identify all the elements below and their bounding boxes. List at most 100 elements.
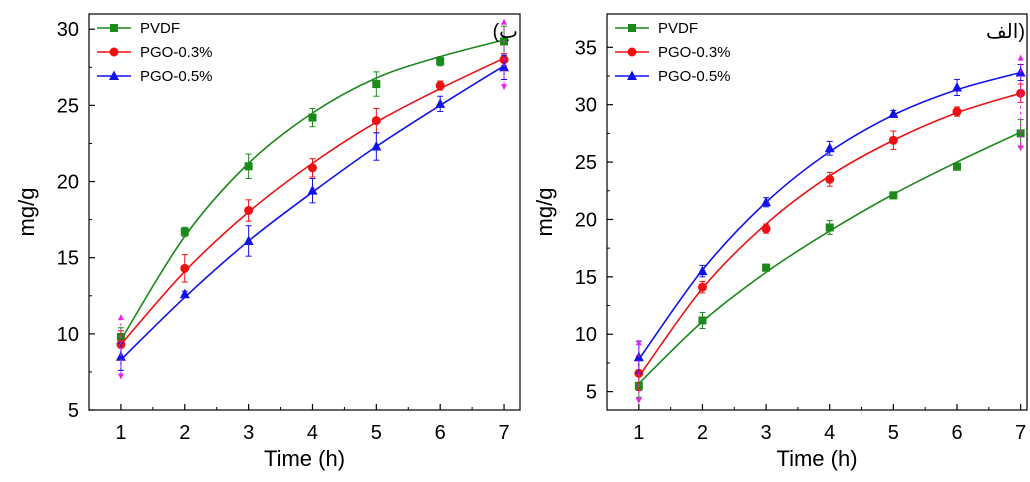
legend: PVDF PGO-0.3% PGO-0.5%: [97, 20, 213, 85]
data-point: [697, 265, 708, 276]
data-point: [761, 224, 771, 234]
data-point: [952, 107, 962, 117]
y-tick-label: 25: [57, 95, 79, 117]
x-tick-label: 7: [498, 422, 509, 444]
data-point: [762, 263, 771, 272]
plot-frame: [88, 13, 521, 411]
legend-label: PGO-0.5%: [140, 68, 213, 85]
data-point: [307, 163, 317, 173]
data-point: [435, 81, 445, 91]
data-point: [952, 81, 962, 92]
range-arrow-up: [501, 18, 508, 25]
data-point: [824, 142, 835, 153]
data-point: [825, 174, 835, 184]
data-point: [888, 135, 898, 145]
data-point: [953, 162, 961, 171]
y-tick-label: 15: [575, 267, 597, 289]
data-point: [825, 223, 834, 232]
legend-marker: [627, 70, 637, 80]
data-point: [889, 191, 898, 200]
legend-marker: [628, 24, 636, 32]
data-point: [372, 80, 381, 89]
range-arrow-up: [1017, 54, 1024, 61]
data-point: [308, 113, 317, 122]
data-point: [1016, 129, 1025, 138]
range-arrow-down: [635, 397, 642, 404]
legend-label: PGO-0.3%: [658, 44, 731, 61]
series-PGO-0.5%: [633, 64, 1026, 374]
x-tick-label: 5: [371, 422, 382, 444]
data-point: [180, 263, 190, 273]
x-tick-label: 1: [633, 422, 644, 444]
legend-label: PGO-0.5%: [658, 68, 731, 85]
x-tick-label: 4: [307, 422, 318, 444]
y-tick-label: 20: [575, 209, 597, 231]
y-tick-label: 10: [57, 324, 79, 346]
x-tick-label: 6: [951, 422, 962, 444]
data-point: [436, 57, 445, 66]
y-tick-label: 15: [57, 248, 79, 270]
y-tick-label: 5: [68, 400, 79, 422]
range-arrow-down: [117, 373, 124, 380]
data-point: [371, 141, 382, 151]
y-axis-title: mg/g: [14, 188, 39, 237]
series-PGO-0.5%: [115, 54, 510, 371]
range-arrow-up: [117, 314, 124, 321]
legend-marker: [109, 47, 119, 57]
y-tick-label: 35: [575, 37, 597, 59]
y-tick-label: 5: [586, 382, 597, 404]
x-tick-label: 3: [243, 422, 254, 444]
x-tick-label: 2: [697, 422, 708, 444]
x-tick-label: 4: [824, 422, 835, 444]
legend-marker: [110, 24, 118, 32]
data-point: [698, 316, 707, 325]
series-PGO-0.3%: [634, 83, 1026, 391]
legend-label: PGO-0.3%: [140, 44, 213, 61]
x-axis-title: Time (h): [776, 446, 857, 471]
x-tick-label: 5: [888, 422, 899, 444]
plot-frame: [606, 13, 1028, 411]
data-point: [179, 288, 190, 299]
series-PGO-0.3%: [116, 53, 509, 359]
y-tick-label: 30: [575, 95, 597, 117]
chart-panel-2: 5 10 15 20 25 30 35 1 2 3 4 5 6 7 Time (h) mg/g PVDF PGO-…: [532, 13, 1028, 471]
fit-curve: [638, 131, 1021, 385]
x-tick-label: 6: [435, 422, 446, 444]
panel-label: الف): [986, 21, 1025, 43]
data-point: [244, 162, 253, 171]
x-tick-label: 7: [1015, 422, 1026, 444]
fit-curve: [638, 71, 1021, 360]
data-point: [435, 98, 446, 108]
range-arrow-up: [635, 339, 642, 346]
data-point: [244, 205, 254, 215]
legend-label: PVDF: [140, 20, 180, 37]
data-point: [1016, 88, 1026, 98]
data-point: [180, 227, 189, 236]
x-axis-title: Time (h): [264, 446, 345, 471]
fit-curve: [638, 92, 1021, 378]
y-tick-label: 30: [57, 19, 79, 41]
x-tick-label: 3: [761, 422, 772, 444]
y-axis-title: mg/g: [532, 188, 557, 237]
panel-label: (ب: [493, 21, 519, 43]
x-tick-label: 1: [115, 422, 126, 444]
legend-marker: [109, 70, 119, 80]
data-point: [307, 185, 318, 195]
legend-label: PVDF: [658, 20, 698, 37]
y-tick-label: 25: [575, 152, 597, 174]
data-point: [761, 196, 772, 207]
data-point: [697, 282, 707, 292]
range-arrow-down: [501, 84, 508, 91]
data-point: [371, 116, 381, 126]
x-tick-label: 2: [179, 422, 190, 444]
legend: PVDF PGO-0.3% PGO-0.5%: [615, 20, 731, 85]
chart-panel-1: 5 10 15 20 25 30 1 2 3 4 5 6 7 Time (h) mg/g PVDF PGO-0.…: [14, 13, 521, 471]
y-tick-label: 20: [57, 172, 79, 194]
legend-marker: [627, 47, 637, 57]
data-point: [243, 235, 254, 245]
y-tick-label: 10: [575, 324, 597, 346]
series-PVDF: [634, 119, 1025, 398]
range-arrow-down: [1017, 145, 1024, 152]
